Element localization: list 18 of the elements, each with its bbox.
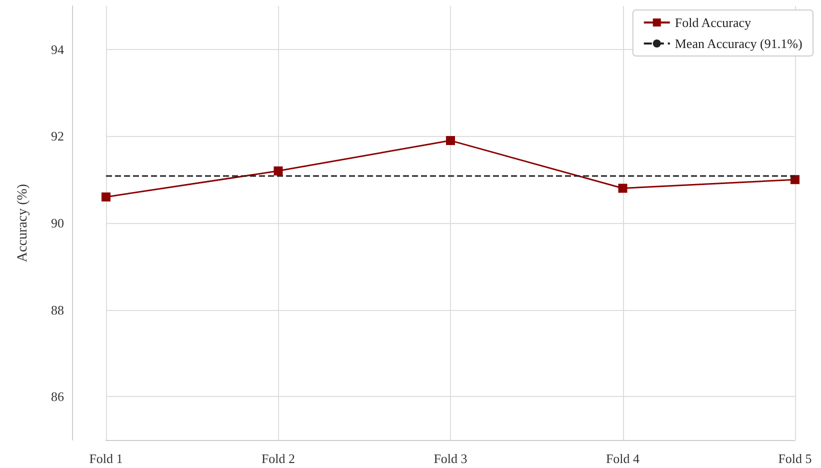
legend-label: Mean Accuracy (91.1%) [674,36,802,51]
legend-label: Fold Accuracy [674,15,752,30]
y-tick-label: 92 [51,128,64,144]
point [274,166,283,176]
point [446,136,455,146]
x-tick-label: Fold 4 [606,451,640,466]
y-tick-label: 94 [51,42,64,57]
point [618,184,628,193]
x-tick-label: Fold 1 [89,451,123,466]
point [102,192,110,202]
y-tick-label: 86 [51,389,64,404]
y-tick-label: 90 [51,216,64,230]
x-tick-label: Fold 2 [261,451,296,466]
y-tick-label: 88 [51,302,64,318]
x-tick-label: Fold 5 [778,451,812,466]
y-axis-title: Accuracy (%) [16,184,30,262]
point [790,175,800,184]
x-tick-label: Fold 3 [434,451,468,466]
